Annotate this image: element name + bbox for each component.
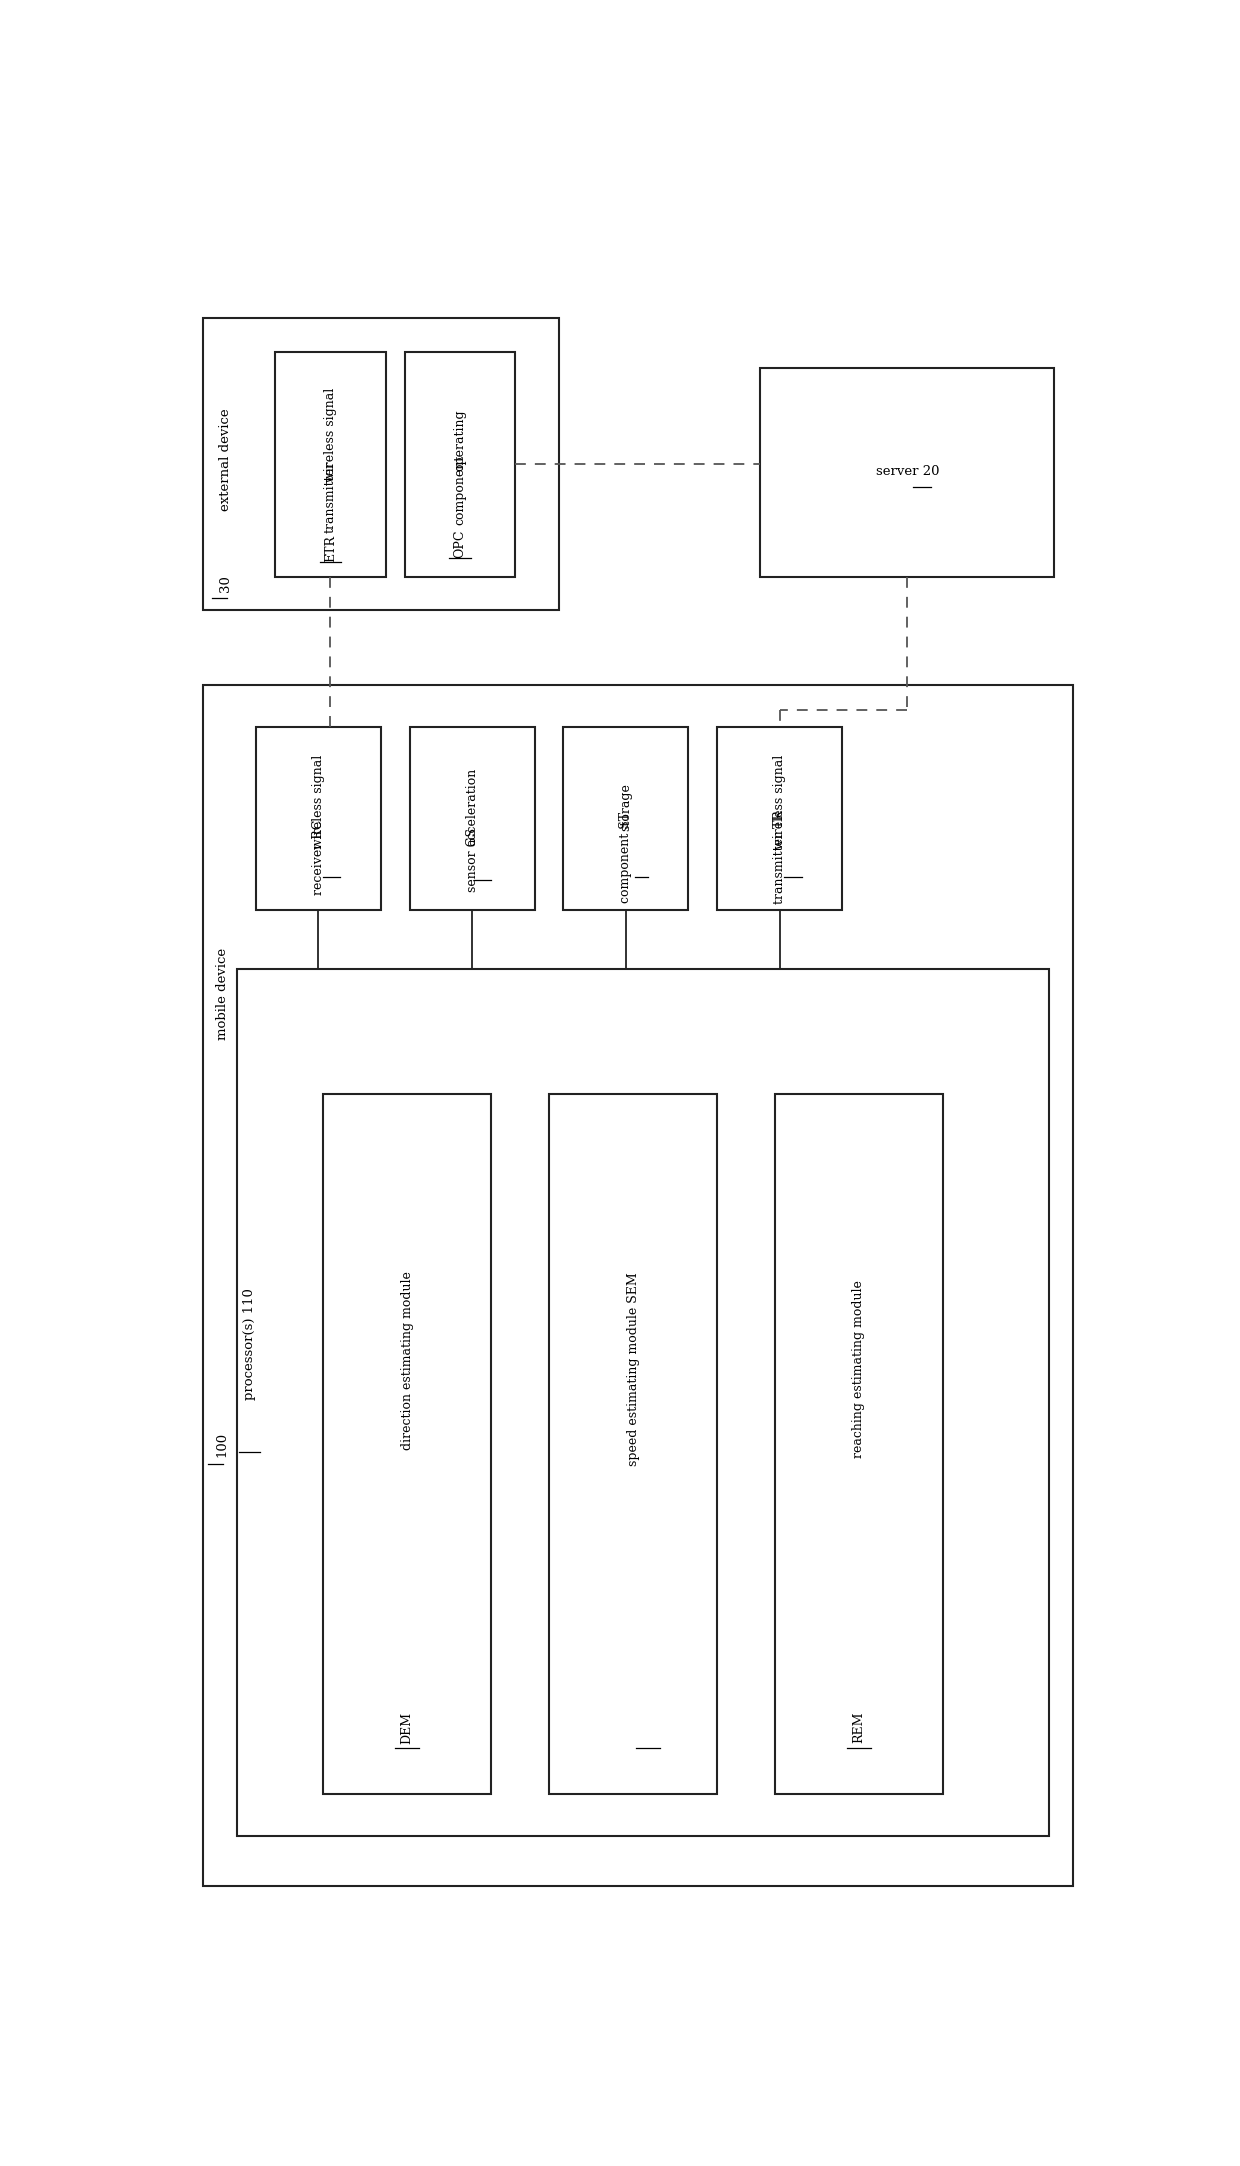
Bar bbox=[203, 318, 558, 611]
Text: component: component bbox=[454, 455, 466, 524]
Text: component ST: component ST bbox=[620, 812, 632, 903]
Text: server 20: server 20 bbox=[875, 466, 939, 479]
Text: direction estimating module: direction estimating module bbox=[401, 1271, 414, 1449]
Text: 100: 100 bbox=[216, 1432, 228, 1456]
Text: transmitter TR: transmitter TR bbox=[774, 810, 786, 903]
Text: storage: storage bbox=[620, 784, 632, 832]
Bar bbox=[275, 351, 386, 576]
Text: wireless signal: wireless signal bbox=[312, 754, 325, 849]
Bar bbox=[409, 728, 534, 910]
Bar bbox=[563, 728, 688, 910]
Bar bbox=[237, 968, 1049, 1837]
Text: speed estimating module SEM: speed estimating module SEM bbox=[626, 1271, 640, 1466]
Text: DEM: DEM bbox=[401, 1711, 414, 1744]
Text: external device: external device bbox=[219, 409, 232, 511]
Text: operating: operating bbox=[454, 409, 466, 470]
Bar bbox=[324, 1094, 491, 1793]
Bar bbox=[717, 728, 842, 910]
Text: reaching estimating module: reaching estimating module bbox=[852, 1280, 866, 1458]
Text: OPC: OPC bbox=[454, 529, 466, 557]
Text: processor(s) 110: processor(s) 110 bbox=[243, 1289, 255, 1399]
Text: wireless signal: wireless signal bbox=[324, 388, 337, 483]
Text: wireless signal: wireless signal bbox=[774, 754, 786, 849]
Bar bbox=[255, 728, 381, 910]
Text: 30: 30 bbox=[219, 574, 232, 591]
Text: sensor GS: sensor GS bbox=[466, 827, 479, 892]
Bar bbox=[775, 1094, 944, 1793]
Bar bbox=[760, 368, 1054, 576]
Bar bbox=[203, 684, 1073, 1887]
Bar bbox=[549, 1094, 717, 1793]
Text: acceleration: acceleration bbox=[466, 767, 479, 847]
Text: ETR: ETR bbox=[324, 535, 337, 561]
Bar bbox=[404, 351, 516, 576]
Text: mobile device: mobile device bbox=[216, 949, 228, 1040]
Text: transmitter: transmitter bbox=[324, 461, 337, 533]
Text: REM: REM bbox=[852, 1711, 866, 1744]
Text: receiver RC: receiver RC bbox=[312, 819, 325, 895]
